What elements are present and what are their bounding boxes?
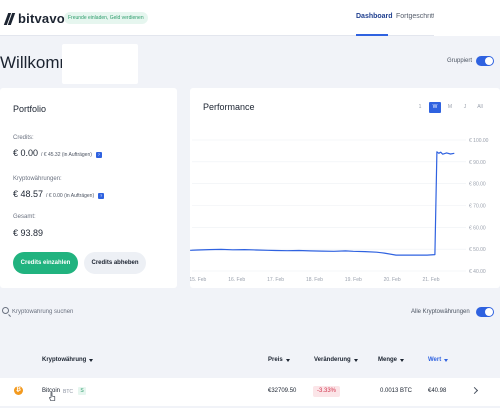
total-value-row: € 93.89 [13, 228, 43, 238]
performance-chart[interactable]: € 40.00 € 50.00 € 60.00 € 70.00 € 80.00 € 90.… [190, 128, 500, 288]
header-right-area [434, 0, 500, 36]
withdraw-credits-button[interactable]: Credits abheben [84, 252, 146, 274]
coin-value: €40.98 [428, 388, 447, 394]
sort-caret-icon [400, 358, 405, 362]
chevron-right-icon[interactable] [470, 386, 479, 395]
range-tab-day[interactable]: 1 [418, 104, 422, 110]
hand-cursor-icon [49, 392, 56, 401]
grouped-toggle-label: Gruppiert [447, 58, 473, 64]
logo-text: bitvavo [18, 11, 65, 26]
crypto-value: € 48.57 [13, 189, 44, 199]
coin-change-badge: -3.33% [313, 386, 341, 397]
range-tab-all[interactable]: All [477, 104, 483, 110]
range-tab-month[interactable]: M [447, 104, 453, 110]
column-header-value-label: Wert [428, 357, 442, 363]
y-tick-label: € 60.00 [469, 225, 486, 231]
x-tick-label: 15. Feb [190, 277, 207, 283]
range-tab-week[interactable]: W [429, 102, 441, 113]
nav-dashboard[interactable]: Dashboard [356, 13, 393, 20]
sort-caret-icon [285, 358, 290, 362]
performance-series-line [190, 151, 455, 256]
performance-title: Performance [203, 102, 255, 112]
column-header-price-label: Preis [268, 357, 283, 363]
y-tick-label: € 90.00 [469, 160, 486, 166]
crypto-label: Kryptowährungen: [13, 176, 62, 182]
column-header-value[interactable]: Wert [428, 357, 449, 363]
crypto-info-icon[interactable]: ? [98, 193, 105, 199]
coin-name: Bitcoin [42, 388, 61, 394]
credits-in-orders: / € 45.32 (in Aufträgen) [41, 152, 92, 158]
search-icon [2, 307, 9, 314]
nav-advanced[interactable]: Fortgeschrittene [396, 13, 434, 20]
total-label: Gesamt: [13, 214, 36, 220]
deposit-credits-button[interactable]: Credits einzahlen [13, 252, 78, 274]
sort-caret-icon [444, 358, 449, 362]
y-tick-label: € 40.00 [469, 269, 486, 275]
y-tick-label: € 70.00 [469, 204, 486, 210]
performance-card: Performance 1 W M J All € 40.00 € 50.00 € … [190, 88, 500, 288]
crypto-search-row: Alle Kryptowährungen [0, 302, 500, 322]
y-tick-label: € 80.00 [469, 182, 486, 188]
y-tick-label: € 100.00 [469, 138, 489, 144]
portfolio-title: Portfolio [13, 104, 47, 114]
column-header-change-label: Veränderung [314, 357, 351, 363]
column-header-change[interactable]: Veränderung [314, 357, 358, 363]
all-crypto-toggle[interactable] [476, 307, 494, 317]
welcome-heading: Willkomm [0, 53, 74, 72]
range-tabs: 1 W M J All [414, 102, 489, 113]
sort-caret-icon [353, 358, 358, 362]
logo-mark-icon [3, 12, 16, 25]
x-tick-label: 19. Feb [345, 277, 362, 283]
crypto-in-orders: / € 0.00 (in Aufträgen) [46, 193, 95, 199]
redacted-username-box [62, 44, 138, 84]
all-crypto-toggle-label: Alle Kryptowährungen [411, 309, 470, 315]
x-tick-label: 16. Feb [228, 277, 245, 283]
nav-active-indicator [356, 34, 388, 36]
column-header-amount-label: Menge [378, 357, 398, 363]
assets-table-header: Kryptowährung Preis Veränderung Menge We… [0, 348, 500, 372]
crypto-search-input[interactable] [12, 306, 162, 318]
credits-label: Credits: [13, 135, 34, 141]
referral-promo-badge[interactable]: Freunde einladen, Geld verdienen [64, 12, 148, 24]
coin-amount: 0.0013 BTC [380, 388, 413, 394]
coin-price: €32709.50 [268, 388, 297, 394]
grouped-toggle[interactable] [476, 56, 494, 66]
column-header-currency[interactable]: Kryptowährung [42, 357, 94, 363]
sort-caret-icon [89, 358, 94, 362]
bitvavo-logo[interactable]: bitvavo [3, 11, 65, 26]
x-tick-label: 20. Feb [384, 277, 401, 283]
bitcoin-icon: ₿ [14, 386, 23, 395]
column-header-currency-label: Kryptowährung [42, 357, 87, 363]
y-tick-label: € 50.00 [469, 247, 486, 253]
coin-symbol: BTC [63, 389, 73, 395]
column-header-amount[interactable]: Menge [378, 357, 405, 363]
credits-value-row: € 0.00 / € 45.32 (in Aufträgen) ? [13, 148, 102, 158]
column-header-price[interactable]: Preis [268, 357, 290, 363]
total-value: € 93.89 [13, 228, 44, 238]
x-tick-label: 18. Feb [306, 277, 323, 283]
credits-value: € 0.00 [13, 148, 39, 158]
portfolio-card: Portfolio Credits: € 0.00 / € 45.32 (in … [0, 88, 177, 288]
table-row[interactable]: ₿ Bitcoin BTC S €32709.50 -3.33% 0.0013 … [0, 378, 500, 406]
x-tick-label: 21. Feb [423, 277, 440, 283]
credits-info-icon[interactable]: ? [95, 152, 102, 158]
crypto-value-row: € 48.57 / € 0.00 (in Aufträgen) ? [13, 189, 105, 199]
x-tick-label: 17. Feb [267, 277, 284, 283]
staking-badge: S [78, 387, 86, 395]
top-navigation-bar: bitvavo Freunde einladen, Geld verdienen… [0, 0, 500, 36]
range-tab-year[interactable]: J [463, 104, 467, 110]
